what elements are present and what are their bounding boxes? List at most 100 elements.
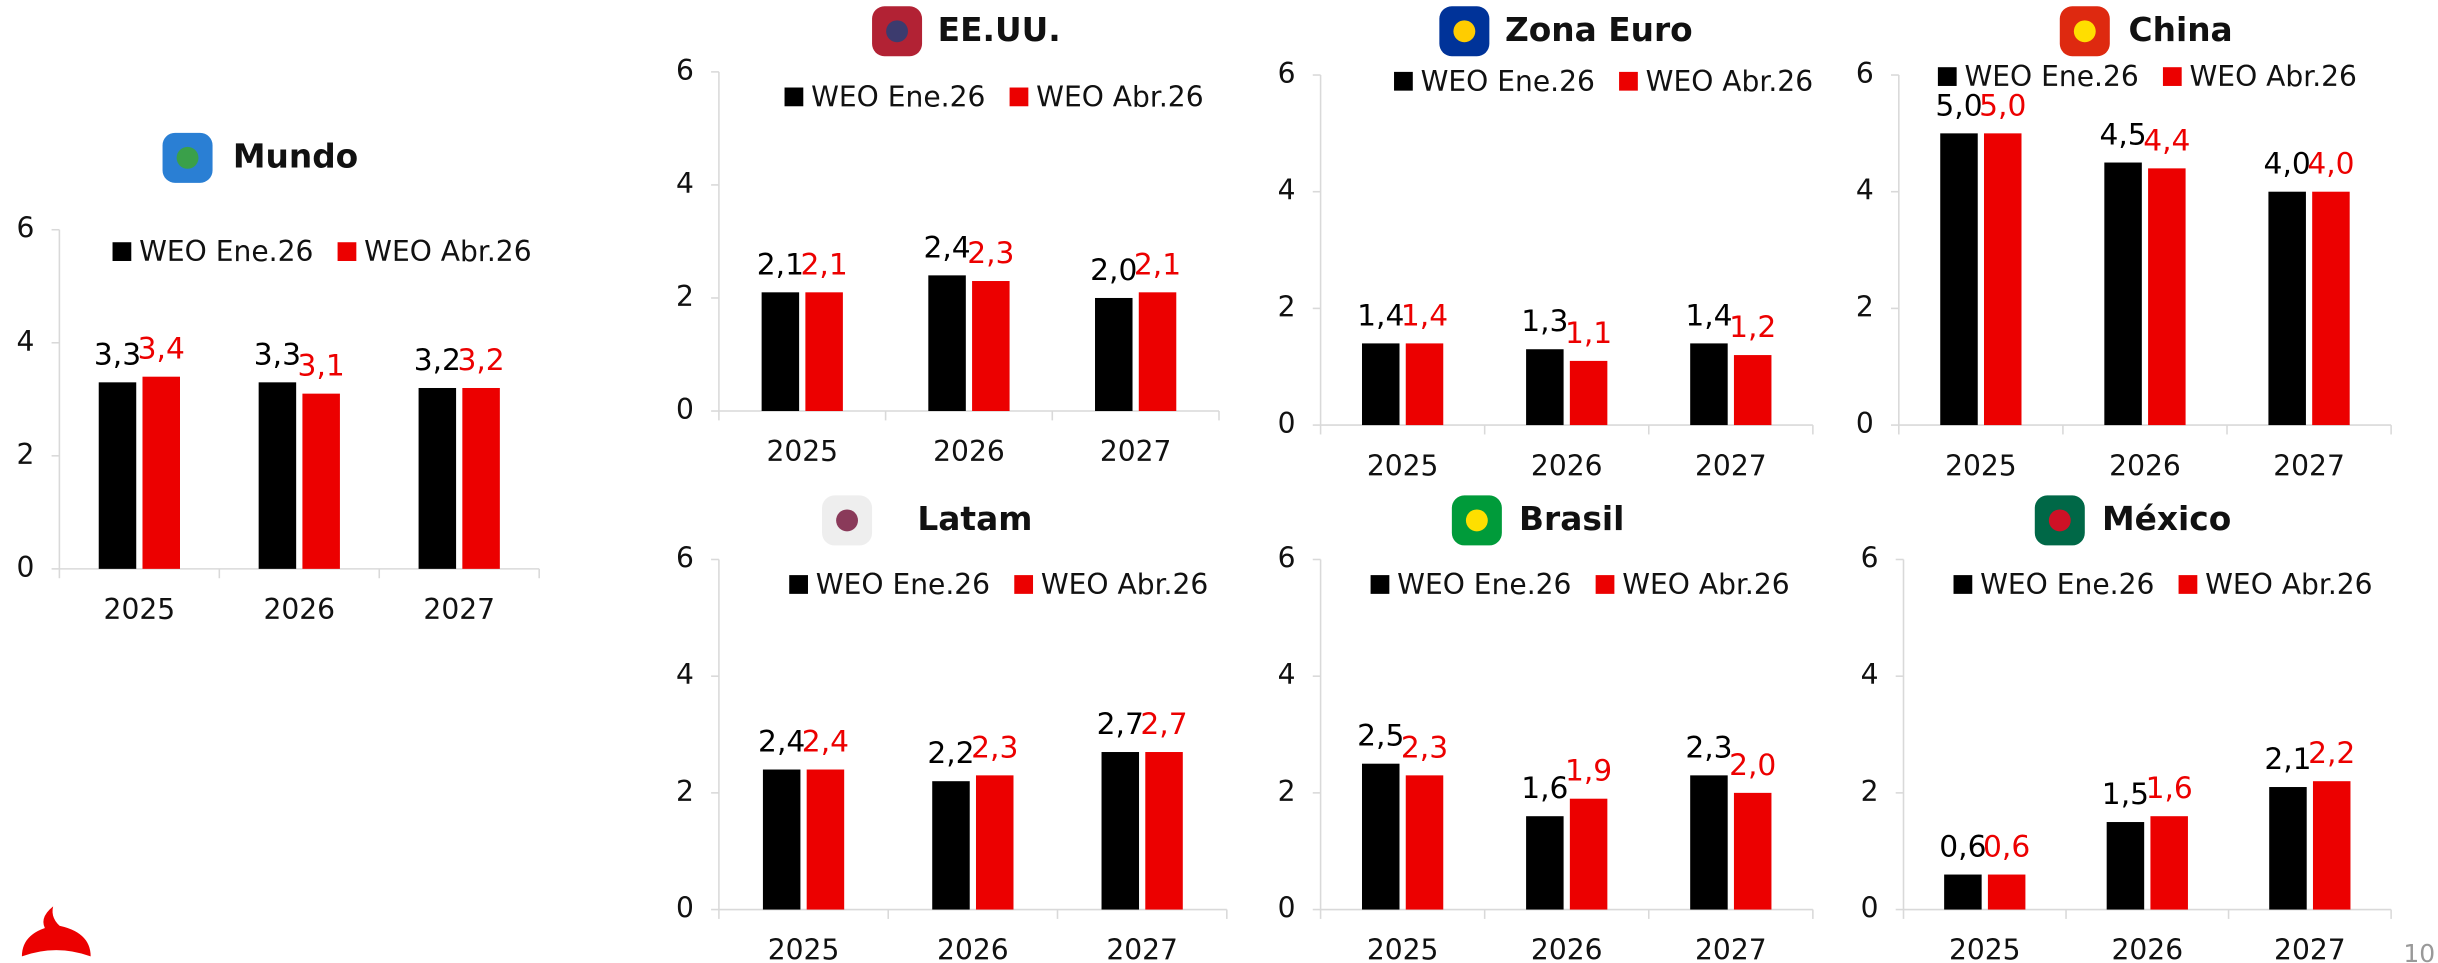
- value-label: 5,0: [1935, 88, 1982, 123]
- bar: [2268, 191, 2306, 426]
- x-tick-label: 2025: [1367, 449, 1439, 482]
- legend-label: WEO Abr.26: [2190, 60, 2357, 93]
- legend-swatch: [2178, 575, 2198, 594]
- value-label: 2,0: [1090, 253, 1137, 288]
- value-label: 0,6: [1983, 829, 2030, 864]
- bar: [1101, 752, 1140, 910]
- chart-panel: Zona Euro WEO Ene.26 WEO Abr.26 0 2 4 6 2025 1,4…: [1278, 6, 1814, 482]
- bar: [1138, 292, 1177, 412]
- y-tick-label: 4: [1278, 174, 1296, 207]
- legend-swatch: [2162, 67, 2182, 86]
- y-tick-label: 2: [1278, 290, 1296, 323]
- x-tick-label: 2027: [2273, 449, 2345, 482]
- x-tick-label: 2025: [1945, 449, 2017, 482]
- bar: [2269, 787, 2307, 910]
- legend-swatch: [337, 242, 357, 261]
- chart-title: China: [2129, 11, 2233, 49]
- bar: [1569, 798, 1608, 910]
- value-label: 1,4: [1685, 298, 1732, 333]
- x-tick-label: 2025: [766, 435, 838, 468]
- chart-title: Zona Euro: [1505, 11, 1693, 49]
- value-label: 1,6: [2146, 771, 2193, 806]
- bar: [761, 292, 800, 412]
- legend-label: WEO Abr.26: [1622, 568, 1789, 601]
- x-tick-label: 2027: [2274, 934, 2346, 963]
- legend-label: WEO Ene.26: [139, 235, 313, 268]
- y-tick-label: 0: [1856, 407, 1874, 440]
- value-label: 3,2: [457, 343, 504, 378]
- legend-label: WEO Ene.26: [1964, 60, 2138, 93]
- y-tick-label: 2: [676, 775, 694, 808]
- bar: [98, 382, 137, 569]
- x-tick-label: 2026: [2109, 449, 2181, 482]
- bar: [806, 769, 845, 910]
- value-label: 1,6: [1521, 771, 1568, 806]
- bar: [1983, 133, 2022, 426]
- value-label: 2,4: [802, 724, 849, 759]
- bar: [1145, 752, 1183, 910]
- value-label: 2,3: [967, 236, 1014, 271]
- bar: [1690, 775, 1728, 910]
- flag-emblem: [836, 509, 858, 532]
- y-tick-label: 4: [1278, 658, 1296, 691]
- legend-swatch: [112, 242, 132, 261]
- value-label: 4,0: [2307, 147, 2354, 182]
- value-label: 2,1: [2264, 742, 2311, 777]
- y-tick-label: 6: [1278, 57, 1296, 90]
- bar: [2104, 162, 2142, 426]
- y-tick-label: 0: [676, 892, 694, 925]
- y-tick-label: 0: [1278, 892, 1296, 925]
- value-label: 1,2: [1729, 310, 1776, 345]
- bar: [972, 281, 1010, 412]
- chart-title: EE.UU.: [938, 11, 1061, 49]
- legend-swatch: [789, 575, 808, 594]
- bar: [932, 781, 970, 910]
- x-tick-label: 2026: [2112, 934, 2184, 963]
- legend-swatch: [1937, 67, 1957, 86]
- legend-label: WEO Abr.26: [2205, 568, 2372, 601]
- x-tick-label: 2026: [933, 435, 1005, 468]
- santander-logo: [21, 906, 91, 957]
- bar: [1733, 792, 1772, 910]
- y-tick-label: 6: [676, 54, 694, 87]
- x-tick-label: 2026: [1531, 934, 1603, 963]
- y-tick-label: 6: [16, 212, 34, 245]
- legend-label: WEO Ene.26: [1421, 65, 1595, 98]
- value-label: 4,5: [2099, 117, 2146, 152]
- bar: [928, 275, 966, 412]
- legend-swatch: [784, 87, 804, 107]
- bar: [1361, 343, 1400, 426]
- legend-label: WEO Ene.26: [1980, 568, 2154, 601]
- value-label: 1,5: [2102, 777, 2149, 812]
- x-tick-label: 2026: [264, 593, 336, 626]
- x-tick-label: 2025: [104, 593, 176, 626]
- bar: [975, 775, 1014, 910]
- bar: [2106, 822, 2145, 910]
- value-label: 2,4: [923, 230, 970, 265]
- value-label: 0,6: [1939, 829, 1986, 864]
- y-tick-label: 4: [16, 325, 34, 358]
- bar: [762, 769, 801, 910]
- bar: [2312, 191, 2350, 426]
- bar: [1361, 763, 1400, 910]
- bar: [2148, 168, 2186, 426]
- legend-swatch: [1009, 87, 1029, 107]
- legend-swatch: [1953, 575, 1973, 594]
- value-label: 2,0: [1729, 748, 1776, 783]
- value-label: 1,9: [1565, 754, 1612, 789]
- flag-emblem: [176, 146, 199, 169]
- y-tick-label: 0: [1861, 892, 1879, 925]
- x-tick-label: 2027: [1106, 934, 1178, 963]
- value-label: 2,7: [1097, 707, 1144, 742]
- y-tick-label: 6: [676, 541, 694, 574]
- legend-label: WEO Ene.26: [1397, 568, 1571, 601]
- y-tick-label: 6: [1861, 541, 1879, 574]
- bar: [302, 393, 340, 569]
- x-tick-label: 2026: [1531, 449, 1603, 482]
- value-label: 2,4: [758, 724, 805, 759]
- bar: [1944, 874, 1982, 910]
- value-label: 1,3: [1521, 304, 1568, 339]
